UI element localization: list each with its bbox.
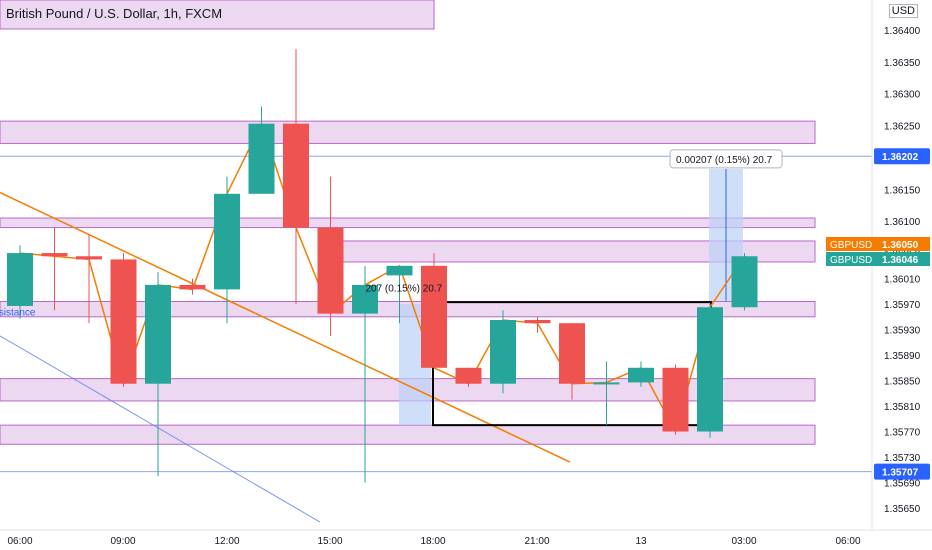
zone-label: Resistance	[0, 307, 36, 318]
x-tick-label: 06:00	[7, 536, 32, 547]
symbol-price: 1.36046	[882, 255, 919, 266]
y-tick-label: 1.36010	[884, 275, 921, 286]
candle-body	[352, 284, 378, 314]
candle-body	[386, 265, 413, 276]
candle-body	[41, 253, 68, 257]
symbol-price: 1.36050	[882, 240, 919, 251]
zone-rect	[0, 424, 816, 445]
x-tick-label: 21:00	[524, 536, 549, 547]
symbol-name: GBPUSD	[830, 255, 872, 266]
candle-body	[214, 193, 240, 290]
price-tag-text: 1.35707	[882, 468, 919, 479]
candle-body	[490, 319, 516, 384]
x-tick-label: 03:00	[731, 536, 756, 547]
candle-body	[662, 367, 689, 432]
candle-body	[455, 367, 482, 384]
y-tick-label: 1.35690	[884, 479, 921, 490]
candle-body	[317, 227, 344, 314]
symbol-price-bg	[826, 252, 930, 266]
y-tick-label: 1.35970	[884, 300, 921, 311]
y-axis-bg	[872, 0, 932, 550]
candle-body	[524, 319, 551, 324]
y-tick-label: 1.36250	[884, 122, 921, 133]
zone-rect	[0, 217, 816, 229]
zone-rect	[0, 0, 435, 30]
price-tag-text: 1.36202	[882, 152, 919, 163]
measure-label-partial: 0.00207 (0.15%) 20.7	[346, 284, 443, 295]
y-tick-label: 1.35930	[884, 326, 921, 337]
candle-body	[179, 284, 206, 290]
y-tick-label: 1.35810	[884, 402, 921, 413]
y-tick-label: 1.35850	[884, 377, 921, 388]
y-tick-label: 1.36300	[884, 90, 921, 101]
candle-body	[559, 323, 585, 384]
candle-body	[145, 284, 171, 384]
trend-line-blue	[0, 335, 321, 523]
candle-body	[628, 367, 654, 383]
candle-body	[283, 123, 309, 228]
candle-body	[110, 259, 137, 384]
symbol-price-bg	[826, 237, 930, 251]
candle-body	[76, 256, 102, 260]
y-tick-label: 1.35770	[884, 428, 921, 439]
price-tag-bg	[874, 148, 930, 165]
x-tick-label: 12:00	[214, 536, 239, 547]
x-tick-label: 09:00	[110, 536, 135, 547]
candle-body	[248, 123, 275, 194]
measure-label-text: 0.00207 (0.15%) 20.7	[676, 155, 773, 166]
close-price-line	[19, 121, 746, 434]
x-tick-label: 06:00	[835, 536, 860, 547]
x-tick-label: 18:00	[420, 536, 445, 547]
y-tick-label: 1.35650	[884, 504, 921, 515]
candle-body	[593, 382, 620, 385]
currency-label: USD	[891, 5, 915, 17]
y-tick-label: 1.36100	[884, 217, 921, 228]
measure-label-bg	[669, 149, 783, 169]
y-tick-label: 1.36400	[884, 26, 921, 37]
candle-body	[731, 256, 758, 308]
y-tick-label: 1.36350	[884, 58, 921, 69]
price-tag-bg	[874, 463, 930, 480]
symbol-name: GBPUSD	[830, 240, 872, 251]
y-tick-label: 1.35890	[884, 351, 921, 362]
currency-selector[interactable]: USD	[888, 4, 918, 18]
chart-title: British Pound / U.S. Dollar, 1h, FXCM	[6, 6, 223, 21]
candle-body	[421, 265, 447, 368]
x-tick-label: 15:00	[317, 536, 342, 547]
trend-line-orange	[0, 191, 571, 463]
candle-body	[7, 253, 33, 306]
y-tick-label: 1.36150	[884, 185, 921, 196]
zone-rect	[0, 120, 816, 144]
candle-body	[697, 307, 723, 432]
y-tick-label: 1.35730	[884, 453, 921, 464]
x-tick-label: 13	[635, 536, 647, 547]
